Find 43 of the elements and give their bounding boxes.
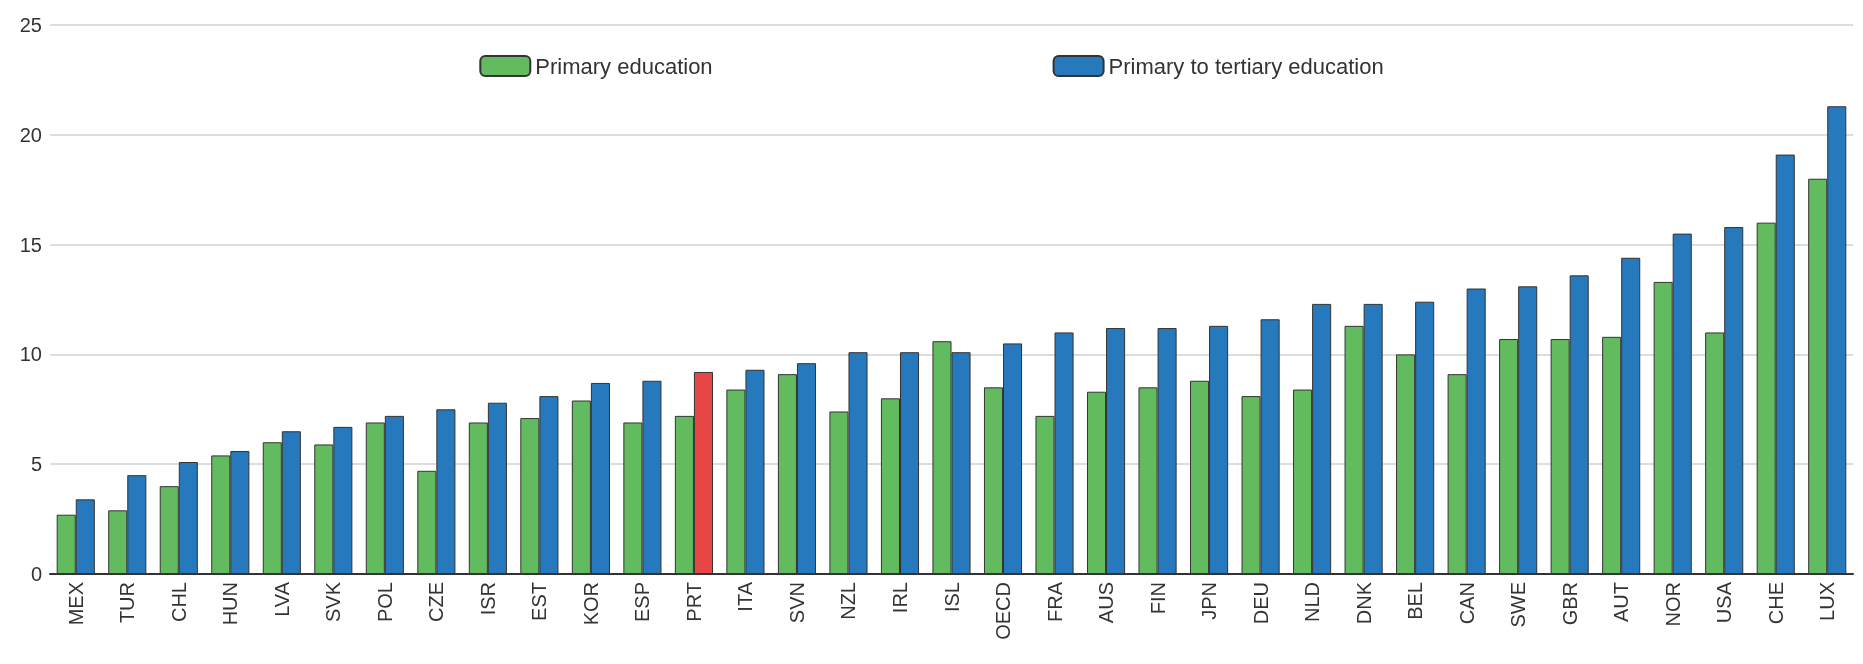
x-tick-label: SWE: [1507, 582, 1530, 628]
x-tick-label: CHE: [1764, 582, 1787, 625]
x-tick-label: JPN: [1198, 582, 1221, 620]
x-tick-label: AUT: [1610, 582, 1633, 622]
x-tick-label: GBR: [1558, 582, 1581, 626]
x-tick-label: PRT: [682, 582, 705, 622]
y-tick-label: 25: [19, 14, 42, 36]
y-tick-label: 0: [30, 563, 42, 585]
legend-label: Primary to tertiary education: [1108, 53, 1384, 79]
x-tick-label: NZL: [837, 582, 860, 620]
x-tick-label: FIN: [1146, 582, 1169, 615]
x-tick-label: DEU: [1249, 582, 1272, 625]
x-tick-label: KOR: [579, 582, 602, 626]
x-tick-label: LUX: [1816, 582, 1839, 621]
x-tick-label: TUR: [116, 582, 139, 624]
x-tick-label: ESP: [631, 582, 654, 623]
x-tick-label: ISR: [476, 582, 499, 616]
x-tick-label: MEX: [64, 582, 87, 626]
x-tick-label: AUS: [1095, 582, 1118, 624]
x-tick-label: BEL: [1404, 582, 1427, 620]
x-tick-label: SVK: [322, 581, 345, 623]
x-tick-label: NOR: [1661, 582, 1684, 627]
y-tick-label: 5: [30, 453, 42, 476]
legend-label: Primary education: [535, 53, 713, 79]
x-tick-label: DNK: [1352, 581, 1375, 625]
x-tick-label: LVA: [270, 581, 293, 617]
x-tick-label: NLD: [1301, 582, 1324, 623]
x-tick-label: ITA: [734, 581, 757, 612]
x-tick-label: ISL: [940, 582, 963, 613]
x-tick-label: SVN: [785, 582, 808, 624]
x-tick-label: CHL: [167, 582, 190, 623]
y-tick-label: 10: [19, 343, 42, 366]
x-tick-label: HUN: [219, 582, 242, 626]
x-tick-label: CAN: [1455, 582, 1478, 625]
y-tick-label: 20: [19, 123, 42, 146]
x-tick-label: POL: [373, 582, 396, 623]
x-tick-label: CZE: [425, 582, 448, 622]
y-tick-label: 15: [19, 233, 42, 256]
x-tick-label: IRL: [888, 582, 911, 614]
x-tick-label: USA: [1713, 581, 1736, 624]
x-tick-label: OECD: [992, 582, 1015, 640]
x-tick-label: EST: [528, 582, 551, 621]
x-tick-label: FRA: [1043, 581, 1066, 622]
